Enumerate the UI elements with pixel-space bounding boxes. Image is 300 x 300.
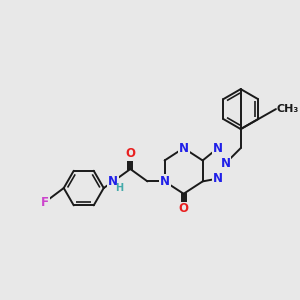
- Text: F: F: [41, 196, 49, 209]
- Text: O: O: [125, 147, 135, 160]
- Text: N: N: [220, 157, 230, 170]
- Text: H: H: [115, 183, 123, 193]
- Text: O: O: [178, 202, 189, 215]
- Text: CH₃: CH₃: [277, 104, 299, 114]
- Text: N: N: [108, 175, 118, 188]
- Text: N: N: [178, 142, 189, 154]
- Text: N: N: [160, 175, 170, 188]
- Text: N: N: [213, 142, 223, 154]
- Text: N: N: [213, 172, 223, 185]
